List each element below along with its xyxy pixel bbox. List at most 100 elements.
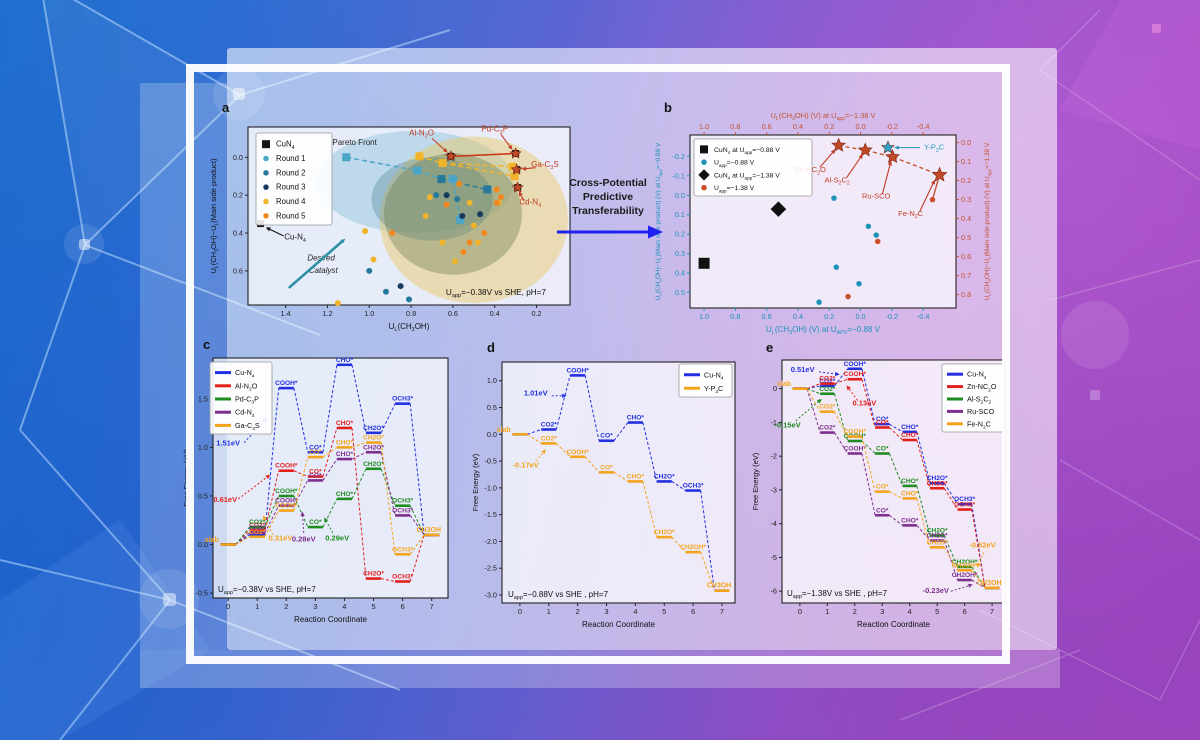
top-x-axis-label: UL(CH3OH) (V) at Uapp=−1.38 V (770, 111, 875, 122)
data-point-circle (466, 239, 473, 246)
data-point-circle (481, 230, 488, 237)
tick-label: 0 (773, 384, 777, 393)
step-label: CO* (309, 444, 322, 451)
data-point-circle (452, 258, 458, 265)
data-point-circle (263, 170, 269, 176)
step-label: COOH* (275, 463, 298, 470)
tick-label: 6 (963, 607, 967, 616)
legend-label: CuN4 at Uapp=−1.38 V (714, 172, 780, 180)
tick-label: 0.1 (675, 210, 685, 219)
step-label: CO* (876, 416, 889, 423)
step-label: CHO* (336, 420, 354, 427)
data-point-circle (456, 180, 463, 187)
tick-label: 0.4 (233, 229, 243, 238)
tick-label: 4 (342, 602, 346, 611)
legend-label: CuN4 at Uapp=−0.88 V (714, 147, 780, 155)
step-label: CHO* (901, 478, 919, 485)
step-label: CHO* (336, 439, 354, 446)
panel-d-label: d (487, 340, 495, 355)
legend-label: Uapp=−1.38 V (714, 185, 755, 193)
y-axis-label: Free Energy (eV) (471, 453, 480, 511)
data-point-circle (433, 192, 440, 199)
data-point-star (857, 142, 873, 157)
data-point-circle (498, 194, 504, 201)
plexus-lines-right (899, 9, 1200, 721)
legend-label: Cd-N4 (235, 408, 255, 419)
data-point-square (508, 162, 517, 171)
annotation: 0.61eV (213, 495, 237, 504)
annotation: -0.23eV (923, 586, 949, 595)
step-label: CH2O* (654, 473, 675, 480)
legend-label: Cu-N4 (967, 370, 987, 381)
step-label: CH2OH* (680, 544, 706, 551)
tick-label: 1 (547, 607, 551, 616)
legend-label: Uapp=−0.88 V (714, 160, 755, 168)
data-point-circle (383, 288, 389, 295)
data-point-circle (865, 223, 872, 230)
x-axis-label: Reaction Coordinate (294, 615, 367, 624)
tick-label: 1.0 (699, 122, 709, 131)
legend-label: Round 5 (276, 211, 306, 220)
tick-label: 7 (990, 607, 994, 616)
step-label: CO2* (249, 529, 266, 536)
legend-label: Cu-N4 (704, 370, 724, 381)
step-label: OCH3* (392, 498, 413, 505)
tick-label: 1 (255, 602, 259, 611)
x-axis-label: Reaction Coordinate (582, 620, 655, 629)
legend-box (209, 361, 273, 435)
tick-label: 0.8 (961, 290, 971, 299)
tick-label: -0.4 (917, 122, 930, 131)
step-label: CO* (876, 507, 889, 514)
data-point-square (342, 153, 351, 162)
condition-note: Uapp=−0.88V vs SHE , pH=7 (508, 590, 609, 601)
step-label: CO2* (819, 376, 836, 383)
data-point-circle (439, 239, 446, 246)
step-label: COOH* (275, 498, 298, 505)
step-label: COOH* (275, 488, 298, 495)
y-axis-label: Free Energy (eV) (182, 449, 191, 507)
transfer-line-1: Cross-Potential (569, 177, 647, 189)
legend-label: Round 2 (276, 168, 305, 177)
y-axis-label: Free Energy (eV) (751, 452, 760, 510)
step-label: CHO* (627, 473, 645, 480)
magenta-facet (1060, 0, 1200, 150)
tick-label: -0.2 (886, 122, 899, 131)
step-label: CO* (600, 433, 613, 440)
step-label: COOH* (275, 380, 298, 387)
tick-label: 0.4 (793, 312, 803, 321)
condition-note: Uapp=−0.38V vs SHE, pH=7 (446, 288, 547, 299)
panel-c-label: c (203, 337, 211, 352)
tick-label: -0.5 (195, 589, 208, 598)
data-point-circle (470, 222, 477, 229)
data-point-circle (263, 198, 269, 205)
series-GaC3S: slab CO2* COOH* CO* CHO* CH2O* OCH3* CH3OH (205, 435, 441, 556)
data-point-circle (475, 239, 481, 246)
tick-label: 2 (576, 607, 580, 616)
tick-label: 0.4 (961, 214, 971, 223)
tick-label: 0.2 (233, 191, 243, 200)
annotation: Al-N2O (409, 129, 434, 140)
data-point-circle (459, 213, 466, 219)
data-point-circle (477, 211, 484, 218)
data-point-square (698, 257, 710, 269)
tick-label: 6 (401, 602, 405, 611)
tick-label: 0.8 (406, 309, 416, 318)
annotation: Pd-C3P (481, 125, 508, 136)
data-point-square (262, 140, 270, 149)
step-label: CO2* (819, 386, 836, 393)
data-point-square (483, 185, 492, 194)
data-point-circle (443, 192, 450, 199)
panel-e-label: e (766, 340, 774, 355)
tick-label: 0.8 (730, 122, 740, 131)
step-label: CH2OH* (952, 572, 978, 579)
panel-b-chart: Zn-NC2OAl-S2C2Ru-SCOFe-N2CY-P3C1.00.80.6… (655, 111, 992, 336)
step-label: OCH3* (954, 496, 975, 503)
panel-e-chart: CO2* COOH* CO* CHO* CH2O* OCH3* CO2* COOH* CO* CH… (751, 359, 1006, 629)
data-point-circle (426, 194, 433, 201)
tick-label: 0.3 (675, 249, 685, 258)
step-label: CH2O* (363, 435, 384, 442)
step-label: CO* (309, 469, 322, 476)
step-label: CH3OH (707, 583, 732, 590)
tick-label: 4 (633, 607, 637, 616)
